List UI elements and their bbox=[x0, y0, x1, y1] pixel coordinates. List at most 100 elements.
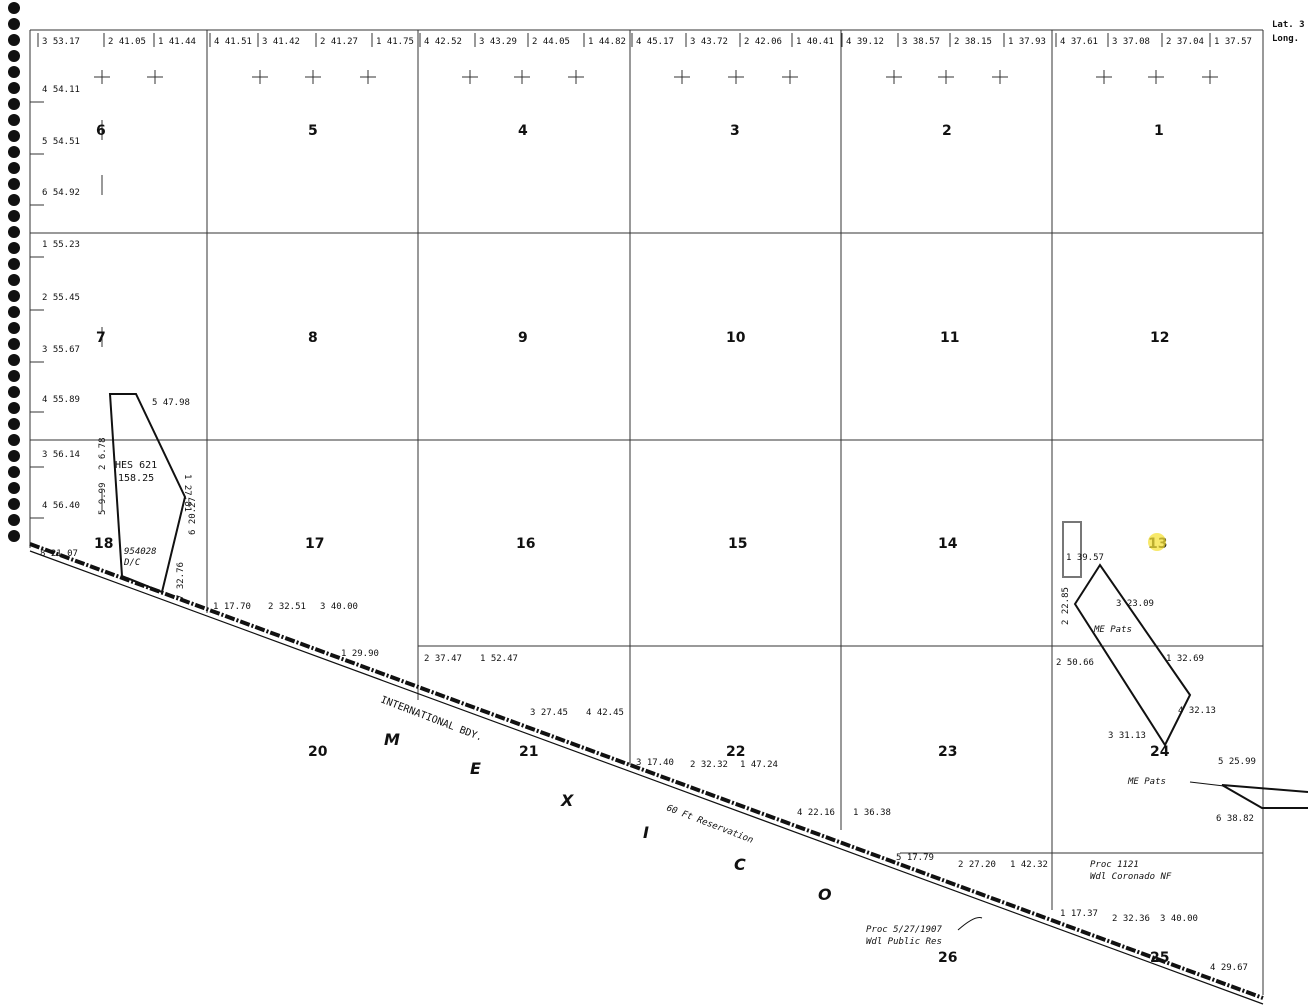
binding-hole bbox=[8, 98, 20, 110]
section-number: 2 bbox=[942, 123, 952, 139]
left-lot-column: 4 54.11 5 54.51 6 54.92 1 55.23 2 55.45 3 55.… bbox=[30, 85, 80, 519]
lot-label: 1 52.47 bbox=[480, 654, 518, 664]
binding-hole bbox=[8, 514, 20, 526]
top-lot-label: 4 39.12 bbox=[846, 37, 884, 47]
mexico-letter: M bbox=[384, 730, 400, 749]
lot-label: 6 20.27 bbox=[188, 497, 198, 535]
binding-hole bbox=[8, 242, 20, 254]
lot-label: 1 42.32 bbox=[1010, 860, 1048, 870]
lot-label: 2 32.32 bbox=[690, 760, 728, 770]
top-lot-label: 1 37.57 bbox=[1214, 37, 1252, 47]
binding-hole bbox=[8, 178, 20, 190]
section-number: 11 bbox=[940, 330, 959, 346]
lot-label: 7 32.76 bbox=[176, 562, 186, 600]
binding-hole bbox=[8, 274, 20, 286]
top-lot-label: 3 43.72 bbox=[690, 37, 728, 47]
section-number: 1 bbox=[1154, 123, 1164, 139]
binding-hole bbox=[8, 2, 20, 14]
binding-hole bbox=[8, 226, 20, 238]
top-lot-row: 3 53.17 2 41.05 1 41.44 4 41.51 3 41.42 2 41.… bbox=[37, 33, 1252, 47]
binding-hole bbox=[8, 482, 20, 494]
left-lot-label: 3 55.67 bbox=[42, 345, 80, 355]
hes-claim-polygon bbox=[108, 393, 187, 594]
binding-hole bbox=[8, 290, 20, 302]
top-lot-label: 1 44.82 bbox=[588, 37, 626, 47]
binding-hole bbox=[8, 146, 20, 158]
lot-label: 4 22.16 bbox=[797, 808, 835, 818]
top-lot-label: 3 53.17 bbox=[42, 37, 80, 47]
wdl-coronado-label: Wdl Coronado NF bbox=[1090, 872, 1172, 882]
top-lot-label: 2 42.06 bbox=[744, 37, 782, 47]
top-lot-label: 4 42.52 bbox=[424, 37, 462, 47]
left-lot-label: 4 55.89 bbox=[42, 395, 80, 405]
section-13-highlight bbox=[1148, 533, 1166, 551]
binding-hole bbox=[8, 338, 20, 350]
lot-label: 3 17.40 bbox=[636, 758, 674, 768]
lot-label: 2 6.78 bbox=[98, 437, 108, 470]
lot-label: 1 47.24 bbox=[740, 760, 778, 770]
section-number: 12 bbox=[1150, 330, 1169, 346]
reservation-label: 60 Ft Reservation bbox=[665, 803, 755, 845]
top-lot-label: 2 38.15 bbox=[954, 37, 992, 47]
lot-label: 2 32.36 bbox=[1112, 914, 1150, 924]
binding-hole bbox=[8, 322, 20, 334]
section-number: 15 bbox=[728, 536, 747, 552]
left-lot-label: 6 54.92 bbox=[42, 188, 80, 198]
binding-hole bbox=[8, 258, 20, 270]
binding-hole bbox=[8, 450, 20, 462]
longitude-label: Long. bbox=[1272, 34, 1299, 44]
section-number: 8 bbox=[308, 330, 318, 346]
lot-label: 1 27.81 bbox=[182, 474, 192, 512]
quarter-ticks bbox=[94, 70, 1218, 510]
section-number: 22 bbox=[726, 744, 745, 760]
left-lot-label: 3 56.14 bbox=[42, 450, 80, 460]
lot-label: 5 9.99 bbox=[98, 482, 108, 515]
lot-label: 1 17.37 bbox=[1060, 909, 1098, 919]
top-lot-label: 2 41.05 bbox=[108, 37, 146, 47]
section-number: 24 bbox=[1150, 744, 1170, 760]
section-number: 14 bbox=[938, 536, 958, 552]
mexico-letter: I bbox=[643, 823, 649, 842]
top-lot-label: 3 37.08 bbox=[1112, 37, 1150, 47]
top-lot-label: 2 41.27 bbox=[320, 37, 358, 47]
top-lot-label: 2 44.05 bbox=[532, 37, 570, 47]
section-number: 17 bbox=[305, 536, 324, 552]
section-number: 9 bbox=[518, 330, 528, 346]
section-number: 4 bbox=[518, 123, 528, 139]
top-lot-label: 1 40.41 bbox=[796, 37, 834, 47]
section-number: 5 bbox=[308, 123, 318, 139]
mexico-letter: X bbox=[560, 791, 574, 810]
section-number: 16 bbox=[516, 536, 535, 552]
mexico-letter: C bbox=[734, 855, 746, 874]
section-number: 7 bbox=[96, 330, 106, 346]
top-lot-label: 3 41.42 bbox=[262, 37, 300, 47]
mexico-letter: O bbox=[818, 885, 832, 904]
lot-label: 3 23.09 bbox=[1116, 599, 1154, 609]
binding-hole bbox=[8, 34, 20, 46]
misc-lots: 5 47.98 1 27.816 20.27 7 32.76 8 21.07 2 6.7… bbox=[40, 398, 1256, 973]
section-number: 10 bbox=[726, 330, 746, 346]
binding-hole bbox=[8, 466, 20, 478]
left-lot-label: 2 55.45 bbox=[42, 293, 80, 303]
lot-label: 4 42.45 bbox=[586, 708, 624, 718]
top-lot-label: 3 38.57 bbox=[902, 37, 940, 47]
lot-label: 4 29.67 bbox=[1210, 963, 1248, 973]
top-lot-label: 4 45.17 bbox=[636, 37, 674, 47]
lot-label: 2 37.47 bbox=[424, 654, 462, 664]
lot-label: 2 22.85 bbox=[1061, 587, 1071, 625]
binding-hole bbox=[8, 82, 20, 94]
lot-label: 1 17.70 bbox=[213, 602, 251, 612]
mexico-letter: E bbox=[470, 759, 481, 778]
lot-label: 1 29.90 bbox=[341, 649, 379, 659]
lot-label: 4 32.13 bbox=[1178, 706, 1216, 716]
top-lot-label: 3 43.29 bbox=[479, 37, 517, 47]
me-pats-polygon bbox=[1073, 563, 1192, 748]
binding-hole bbox=[8, 130, 20, 142]
top-lot-label: 4 37.61 bbox=[1060, 37, 1098, 47]
binding-hole bbox=[8, 306, 20, 318]
dc-label: D/C bbox=[123, 558, 141, 568]
latitude-label: Lat. 3 bbox=[1272, 20, 1305, 30]
section-grid bbox=[29, 29, 1264, 1005]
section-number: 21 bbox=[519, 744, 538, 760]
binding-hole bbox=[8, 418, 20, 430]
